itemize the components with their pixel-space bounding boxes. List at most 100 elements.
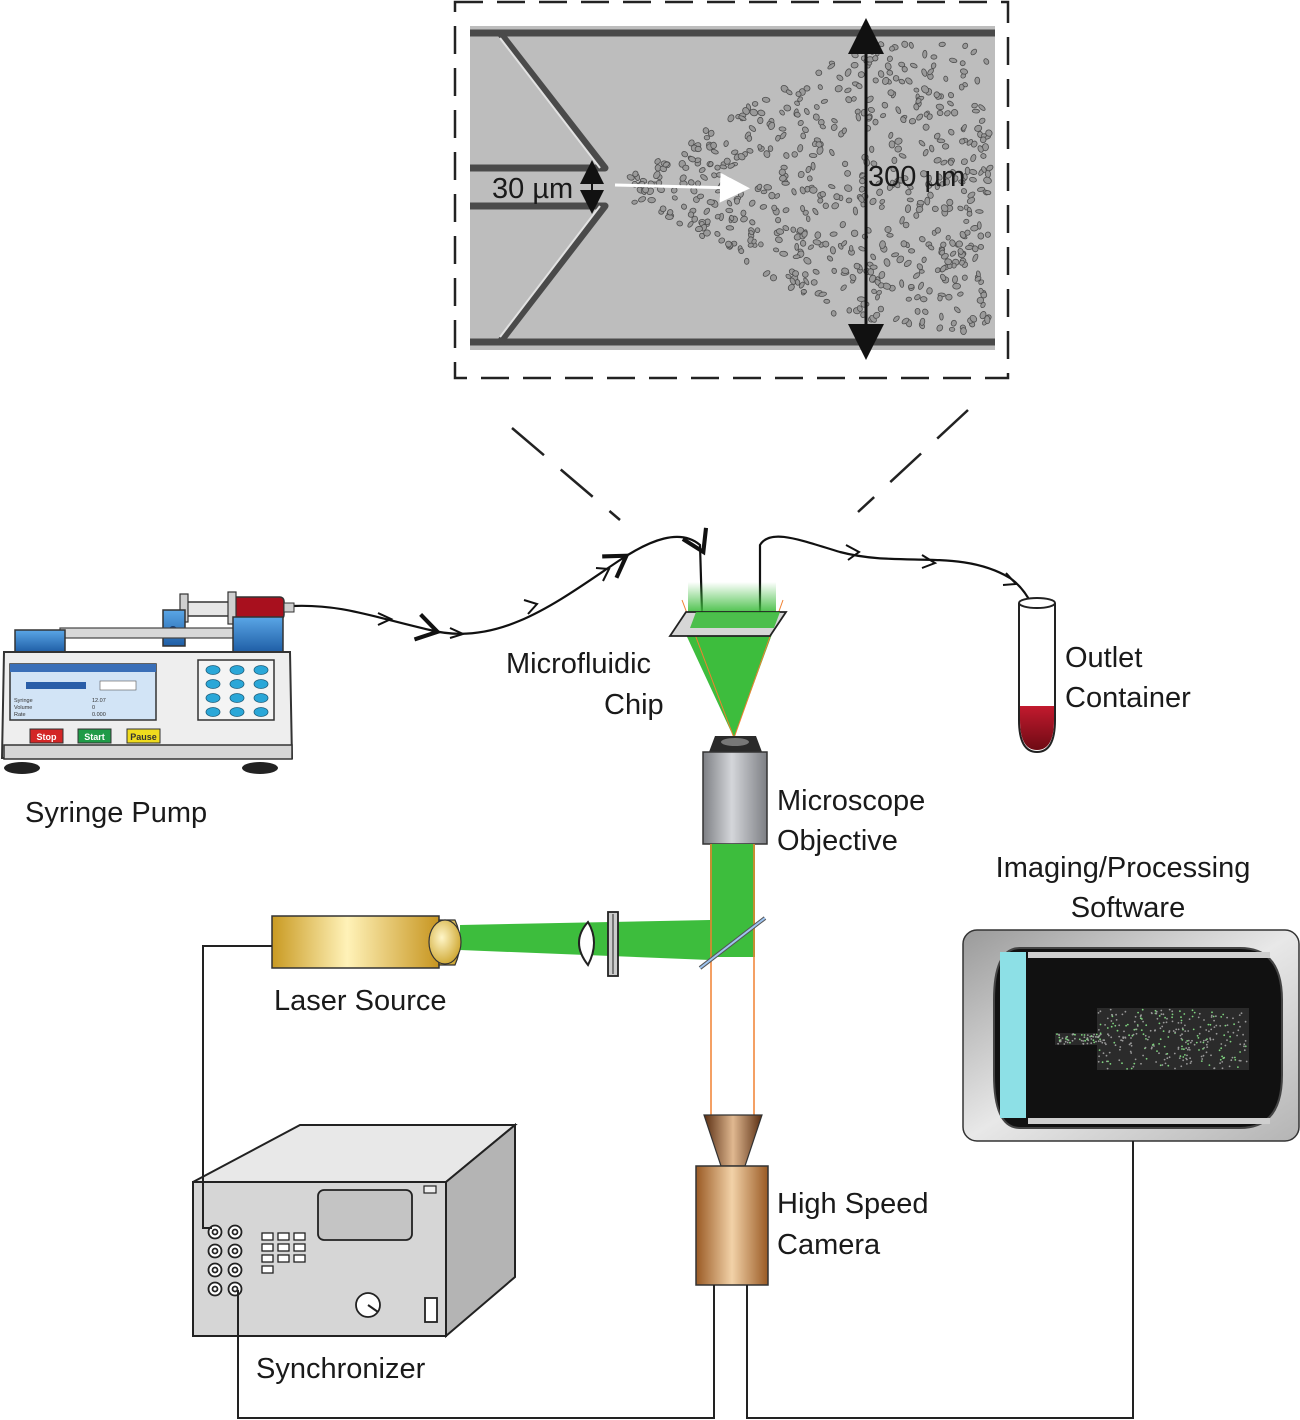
cell <box>953 306 961 314</box>
keypad-key[interactable] <box>253 679 269 689</box>
keypad-key[interactable] <box>205 693 221 703</box>
preview-speck <box>1212 1015 1215 1018</box>
cell <box>819 124 826 130</box>
preview-speck <box>1243 1043 1246 1046</box>
cell <box>763 184 772 191</box>
synchronizer-key[interactable] <box>261 1243 274 1252</box>
preview-speck <box>1179 1034 1182 1037</box>
pump-stop-button[interactable] <box>29 728 64 744</box>
preview-speck <box>1244 1045 1247 1048</box>
cell <box>966 139 973 146</box>
synchronizer-key[interactable] <box>277 1232 290 1241</box>
preview-speck <box>1102 1052 1105 1055</box>
synchronizer-key[interactable] <box>261 1265 274 1274</box>
keypad-key[interactable] <box>205 665 221 675</box>
pump-pause-button[interactable] <box>126 728 161 744</box>
preview-speck <box>1107 1034 1110 1037</box>
preview-speck <box>1172 1030 1175 1032</box>
preview-speck <box>1099 1023 1102 1026</box>
cell <box>944 171 952 179</box>
cell <box>888 131 894 139</box>
synchronizer-key[interactable] <box>293 1243 306 1252</box>
zoom-projection-lines <box>511 409 969 521</box>
cell <box>831 118 838 124</box>
cell <box>963 218 970 224</box>
preview-speck <box>1193 1011 1196 1014</box>
preview-speck <box>1184 1054 1186 1056</box>
cell <box>757 116 764 125</box>
cell <box>919 236 926 243</box>
preview-speck <box>1231 1056 1234 1059</box>
cell <box>960 327 967 335</box>
cell <box>886 69 894 76</box>
synchronizer-key[interactable] <box>261 1232 274 1241</box>
preview-speck <box>1160 1013 1163 1015</box>
preview-speck <box>1186 1054 1188 1057</box>
cell <box>971 245 979 253</box>
preview-speck <box>1205 1029 1208 1031</box>
cell <box>977 232 985 240</box>
keypad-key[interactable] <box>229 665 245 675</box>
keypad-key[interactable] <box>253 693 269 703</box>
cell <box>714 213 721 220</box>
preview-speck <box>1106 1017 1109 1020</box>
cell <box>979 136 987 144</box>
preview-speck <box>1086 1034 1089 1036</box>
preview-speck <box>1210 1054 1212 1057</box>
cell <box>970 154 977 163</box>
keypad-key[interactable] <box>253 665 269 675</box>
keypad-key[interactable] <box>253 707 269 717</box>
cell <box>827 63 836 70</box>
preview-speck <box>1205 1051 1208 1054</box>
synchronizer-key[interactable] <box>277 1254 290 1263</box>
svg-text:0: 0 <box>92 705 95 711</box>
preview-speck <box>1092 1035 1095 1038</box>
preview-speck <box>1233 1023 1235 1026</box>
cell <box>792 254 801 260</box>
keypad-key[interactable] <box>205 707 221 717</box>
synchronizer-key[interactable] <box>293 1232 306 1241</box>
cell <box>907 283 915 290</box>
preview-speck <box>1082 1042 1085 1045</box>
cell <box>688 139 695 147</box>
cell <box>983 176 992 185</box>
pump-start-button[interactable] <box>77 728 112 744</box>
synchronizer-key[interactable] <box>293 1254 306 1263</box>
preview-speck <box>1206 1046 1209 1048</box>
synchronizer-key[interactable] <box>261 1254 274 1263</box>
cell <box>817 118 825 126</box>
preview-speck <box>1095 1033 1098 1036</box>
cell <box>703 135 710 141</box>
software-sidebar <box>1000 952 1026 1118</box>
preview-speck <box>1206 1038 1208 1040</box>
synchronizer-key[interactable] <box>277 1243 290 1252</box>
cell <box>850 61 859 69</box>
microscope-objective <box>702 736 768 845</box>
cell <box>920 296 928 303</box>
preview-speck <box>1215 1032 1218 1035</box>
cell <box>758 241 764 248</box>
cell <box>971 102 978 109</box>
cell <box>945 234 951 241</box>
preview-speck <box>1209 1037 1211 1040</box>
preview-speck <box>1125 1024 1127 1027</box>
cell <box>890 165 898 172</box>
cell <box>936 109 944 117</box>
preview-speck <box>1165 1021 1168 1024</box>
cell <box>822 240 830 248</box>
preview-speck <box>1144 1046 1147 1049</box>
preview-speck <box>1243 1049 1246 1052</box>
chip-label-line2: Chip <box>604 689 664 721</box>
optics <box>578 911 619 977</box>
keypad-key[interactable] <box>205 679 221 689</box>
keypad-key[interactable] <box>229 707 245 717</box>
cell <box>958 179 966 185</box>
keypad-key[interactable] <box>229 679 245 689</box>
cell <box>926 113 933 120</box>
cell <box>756 183 763 190</box>
preview-speck <box>1069 1041 1071 1044</box>
keypad-key[interactable] <box>229 693 245 703</box>
cell <box>757 109 766 117</box>
preview-speck <box>1082 1040 1085 1042</box>
cell <box>833 193 841 201</box>
